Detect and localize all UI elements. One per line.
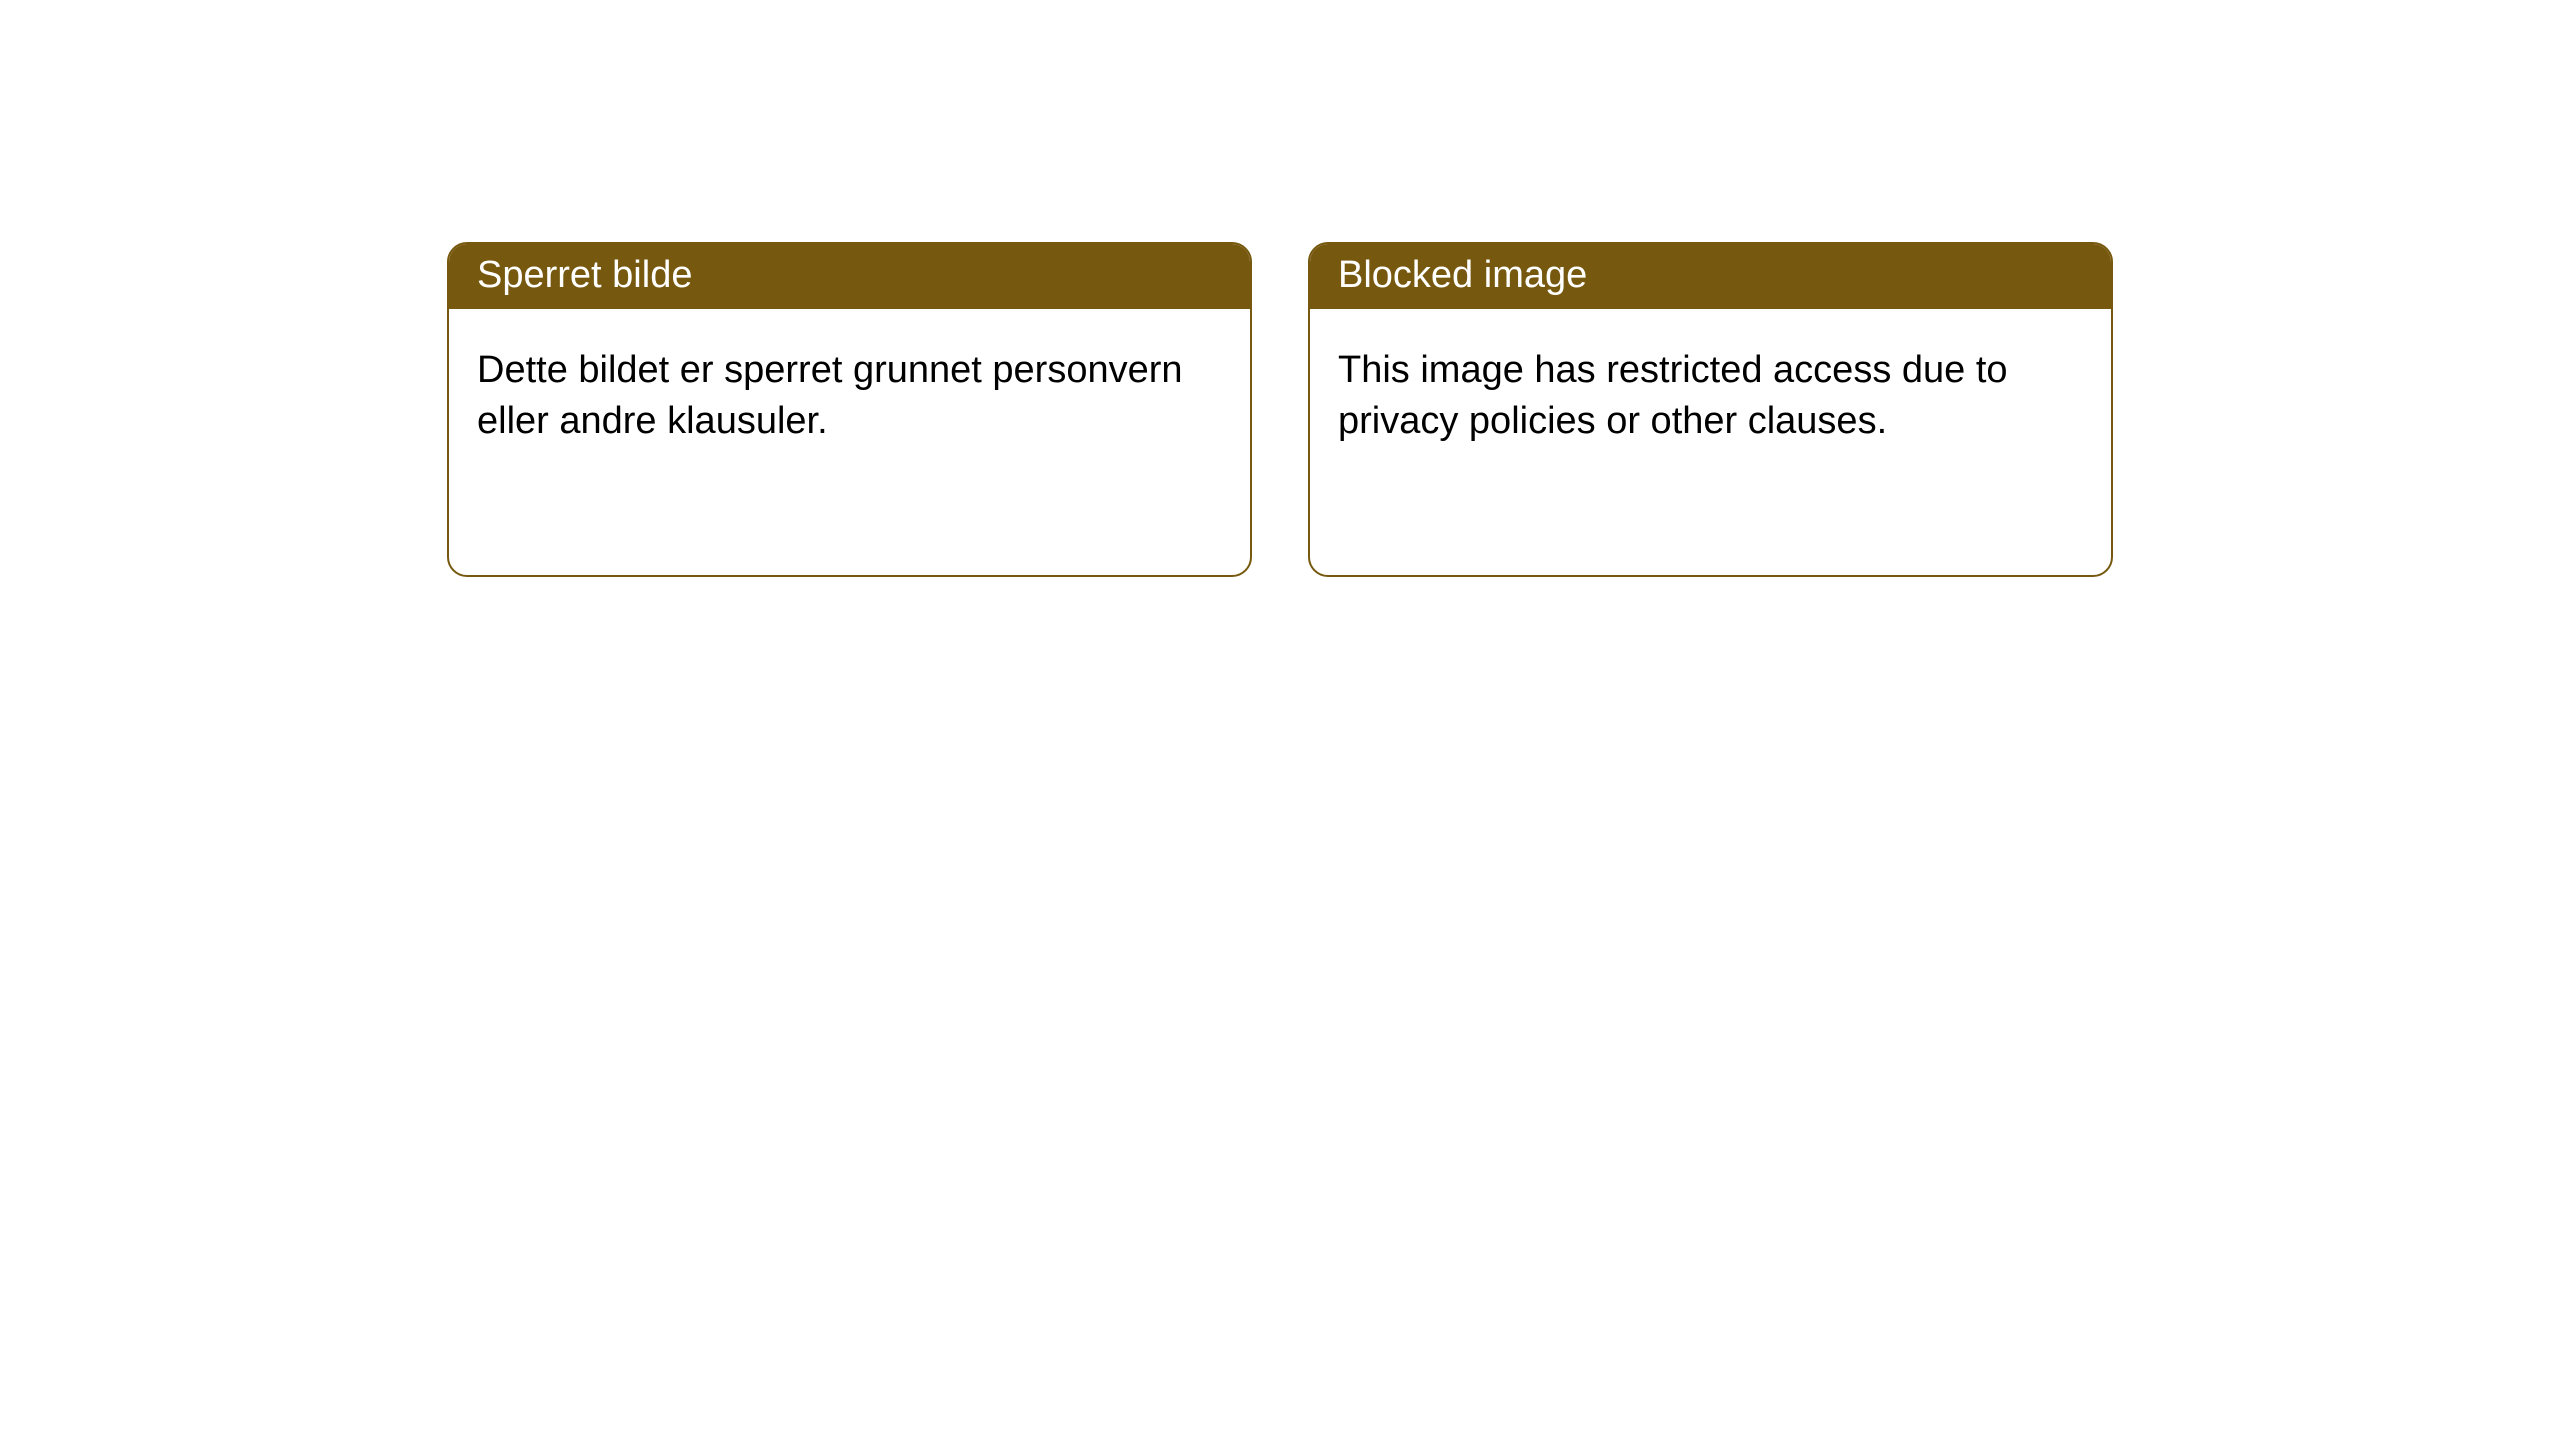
card-body-en: This image has restricted access due to …: [1310, 309, 2111, 484]
card-body-no: Dette bildet er sperret grunnet personve…: [449, 309, 1250, 484]
card-header-no: Sperret bilde: [449, 244, 1250, 309]
blocked-image-card-no: Sperret bilde Dette bildet er sperret gr…: [447, 242, 1252, 577]
card-header-en: Blocked image: [1310, 244, 2111, 309]
blocked-image-card-en: Blocked image This image has restricted …: [1308, 242, 2113, 577]
notice-container: Sperret bilde Dette bildet er sperret gr…: [0, 0, 2560, 577]
